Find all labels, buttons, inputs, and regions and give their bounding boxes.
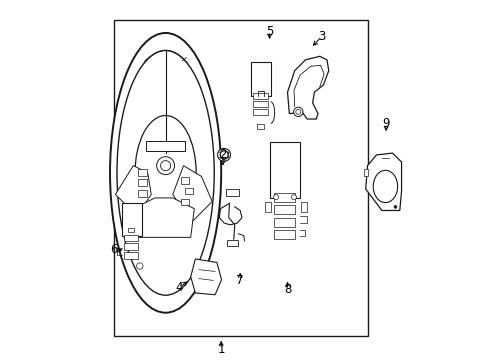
Polygon shape [365, 153, 401, 211]
Polygon shape [190, 259, 221, 295]
Bar [138, 190, 146, 197]
Bar [253, 101, 267, 107]
Bar [128, 228, 134, 232]
Circle shape [295, 109, 300, 114]
Circle shape [273, 195, 278, 200]
Bar [184, 188, 192, 194]
Bar [274, 218, 294, 226]
Circle shape [160, 161, 170, 171]
Circle shape [156, 157, 174, 175]
Ellipse shape [117, 50, 214, 295]
Ellipse shape [372, 170, 397, 203]
Bar [301, 202, 306, 212]
Bar [225, 189, 239, 196]
Bar [124, 243, 138, 250]
Circle shape [136, 263, 142, 269]
Bar [124, 234, 138, 241]
Circle shape [217, 148, 230, 161]
Text: 8: 8 [283, 283, 291, 296]
Circle shape [291, 195, 296, 200]
Bar [113, 21, 367, 336]
Bar [181, 177, 188, 184]
Bar [265, 202, 270, 212]
Polygon shape [115, 166, 151, 216]
Text: 2: 2 [219, 148, 226, 161]
Text: 3: 3 [317, 30, 325, 43]
Polygon shape [287, 56, 328, 119]
Text: 5: 5 [265, 25, 273, 38]
Bar [226, 240, 238, 246]
Bar [274, 193, 294, 202]
Text: 6: 6 [110, 243, 117, 256]
Circle shape [220, 151, 227, 159]
Text: 4: 4 [175, 281, 183, 294]
Polygon shape [137, 198, 194, 237]
Bar [274, 205, 294, 214]
Bar [124, 252, 138, 259]
Bar [363, 169, 367, 176]
Ellipse shape [135, 116, 196, 230]
Bar [250, 62, 270, 96]
Bar [269, 142, 300, 198]
Text: 1: 1 [217, 343, 224, 356]
Circle shape [293, 107, 303, 117]
Bar [253, 93, 267, 99]
Bar [181, 199, 188, 205]
Bar [257, 124, 264, 129]
Text: 9: 9 [382, 117, 389, 130]
Bar [274, 230, 294, 239]
Circle shape [393, 206, 396, 208]
Text: 7: 7 [236, 274, 244, 287]
Bar [138, 179, 146, 186]
Bar [138, 168, 146, 176]
Bar [122, 203, 142, 235]
Polygon shape [172, 166, 212, 223]
Bar [253, 109, 267, 115]
Bar [145, 141, 185, 151]
Ellipse shape [110, 33, 221, 313]
